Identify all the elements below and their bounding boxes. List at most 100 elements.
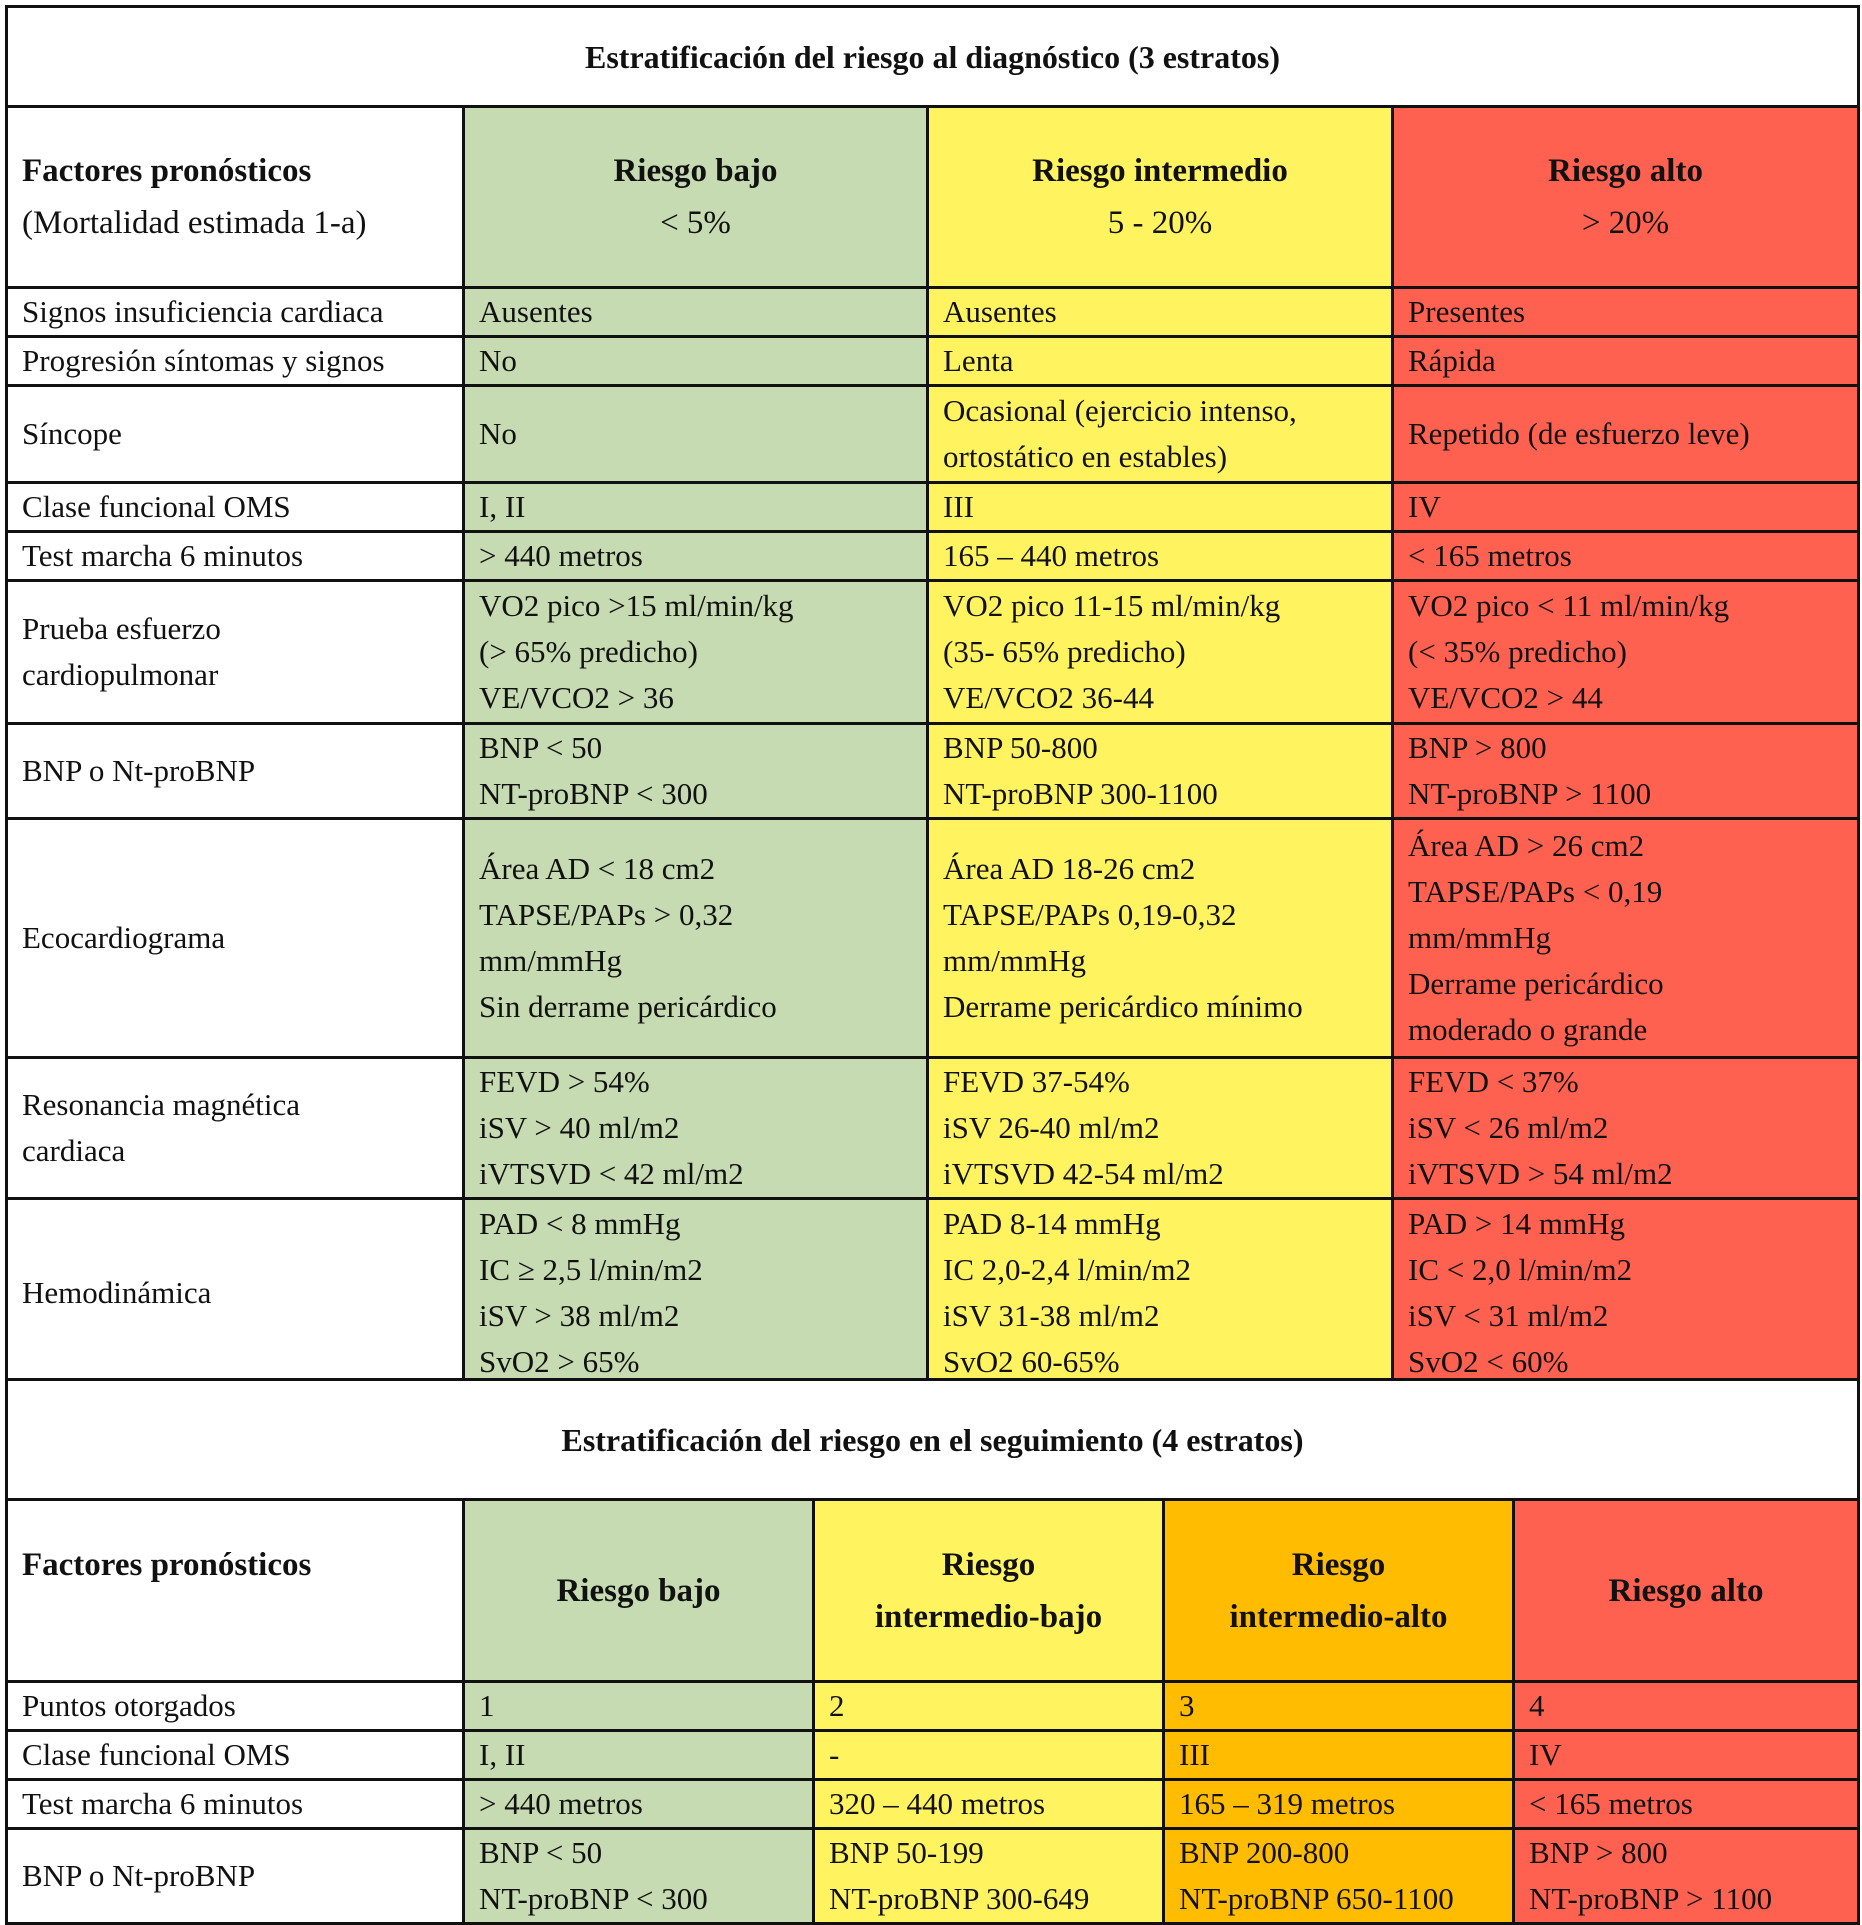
cell-value: VE/VCO2 > 36	[479, 680, 674, 715]
cell-value: 2	[829, 1688, 845, 1723]
cell-value: TAPSE/PAPs > 0,32	[479, 897, 734, 932]
header-low-risk-label: Riesgo bajo	[613, 153, 778, 189]
factor-cell: Clase funcional OMS	[5, 1729, 465, 1781]
cell-value: NT-proBNP > 1100	[1408, 776, 1652, 811]
table-row: BNP o Nt-proBNP BNP < 50 NT-proBNP < 300 BN…	[5, 1827, 1861, 1925]
cell-value: Área AD > 26 cm2	[1408, 828, 1645, 863]
cell-value: NT-proBNP 300-649	[829, 1881, 1090, 1916]
followup-header-intermediate-high-line2: intermedio-alto	[1229, 1598, 1448, 1635]
followup-header-intermediate-high-line1: Riesgo	[1291, 1546, 1386, 1583]
table-row: BNP o Nt-proBNP BNP < 50 NT-proBNP < 300 BN…	[5, 722, 1860, 820]
cell-value: 165 – 440 metros	[943, 538, 1160, 573]
cell-value: BNP 50-800	[943, 730, 1098, 765]
factor-cell: BNP o Nt-proBNP	[5, 722, 465, 820]
table-row: Test marcha 6 minutos > 440 metros 165 – 4…	[5, 530, 1860, 582]
cell-value: BNP 50-199	[829, 1835, 984, 1870]
high-risk-cell: 4	[1511, 1680, 1861, 1732]
cell-value: NT-proBNP > 1100	[1529, 1881, 1773, 1916]
intermediate-risk-cell: III	[926, 481, 1394, 533]
factor-label: BNP o Nt-proBNP	[22, 753, 256, 788]
cell-value: iSV < 31 ml/m2	[1408, 1298, 1609, 1333]
factor-cell: Clase funcional OMS	[5, 481, 465, 533]
intermediate-risk-cell: Área AD 18-26 cm2 TAPSE/PAPs 0,19-0,32 mm/…	[926, 817, 1394, 1059]
high-risk-cell: VO2 pico < 11 ml/min/kg (< 35% predicho) V…	[1391, 579, 1860, 725]
header-intermediate-risk: Riesgo intermedio 5 - 20%	[926, 105, 1394, 289]
cell-value: iSV 26-40 ml/m2	[943, 1110, 1160, 1145]
factor-label: Progresión síntomas y signos	[22, 343, 385, 378]
low-risk-cell: BNP < 50 NT-proBNP < 300	[462, 1827, 815, 1925]
high-risk-cell: Repetido (de esfuerzo leve)	[1391, 384, 1860, 484]
high-risk-cell: FEVD < 37% iSV < 26 ml/m2 iVTSVD > 54 ml/m…	[1391, 1056, 1860, 1200]
cell-value: FEVD < 37%	[1408, 1064, 1579, 1099]
cell-value: Ausentes	[943, 294, 1057, 329]
intermediate-low-risk-cell: 320 – 440 metros	[812, 1778, 1165, 1830]
cell-value: iVTSVD 42-54 ml/m2	[943, 1156, 1224, 1191]
followup-title-row: Estratificación del riesgo en el seguimi…	[4, 1378, 1861, 1501]
factor-label: cardiopulmonar	[22, 657, 219, 692]
cell-value: PAD 8-14 mmHg	[943, 1206, 1161, 1241]
low-risk-cell: PAD < 8 mmHg IC ≥ 2,5 l/min/m2 iSV > 38 ml…	[462, 1197, 929, 1389]
cell-value: PAD > 14 mmHg	[1408, 1206, 1626, 1241]
header-intermediate-risk-label: Riesgo intermedio	[1032, 153, 1288, 189]
header-low-risk-value: < 5%	[660, 205, 731, 241]
factor-cell: Progresión síntomas y signos	[5, 335, 465, 387]
intermediate-low-risk-cell: -	[812, 1729, 1165, 1781]
low-risk-cell: Área AD < 18 cm2 TAPSE/PAPs > 0,32 mm/mmHg…	[462, 817, 929, 1059]
cell-value: III	[1179, 1737, 1210, 1772]
table-row: Hemodinámica PAD < 8 mmHg IC ≥ 2,5 l/min/m…	[5, 1197, 1860, 1389]
cell-value: Rápida	[1408, 343, 1496, 378]
cell-value: BNP > 800	[1408, 730, 1547, 765]
factor-header-subtitle: (Mortalidad estimada 1-a)	[22, 205, 367, 241]
high-risk-cell: Rápida	[1391, 335, 1860, 387]
cell-value: Derrame pericárdico	[1408, 966, 1664, 1001]
cell-value: iSV > 40 ml/m2	[479, 1110, 680, 1145]
low-risk-cell: BNP < 50 NT-proBNP < 300	[462, 722, 929, 820]
cell-value: moderado o grande	[1408, 1012, 1648, 1047]
cell-value: Área AD < 18 cm2	[479, 851, 716, 886]
cell-value: TAPSE/PAPs 0,19-0,32	[943, 897, 1237, 932]
cell-value: < 165 metros	[1529, 1786, 1693, 1821]
cell-value: iVTSVD > 54 ml/m2	[1408, 1156, 1673, 1191]
cell-value: SvO2 60-65%	[943, 1344, 1120, 1379]
cell-value: FEVD > 54%	[479, 1064, 650, 1099]
factor-cell: BNP o Nt-proBNP	[5, 1827, 465, 1925]
followup-rows: Puntos otorgados 1 2 3 4 Clase funcional OMS I…	[5, 1680, 1861, 1925]
cell-value: I, II	[479, 489, 526, 524]
intermediate-risk-cell: Lenta	[926, 335, 1394, 387]
followup-header-high-label: Riesgo alto	[1608, 1572, 1764, 1609]
cell-value: BNP 200-800	[1179, 1835, 1350, 1870]
low-risk-cell: > 440 metros	[462, 530, 929, 582]
cell-value: BNP < 50	[479, 730, 603, 765]
followup-risk-table: Estratificación del riesgo en el seguimi…	[4, 1378, 1861, 1925]
cell-value: PAD < 8 mmHg	[479, 1206, 681, 1241]
cell-value: TAPSE/PAPs < 0,19	[1408, 874, 1663, 909]
table-row: Puntos otorgados 1 2 3 4	[5, 1680, 1861, 1732]
cell-value: (< 35% predicho)	[1408, 634, 1627, 669]
cell-value: ortostático en estables)	[943, 439, 1228, 474]
cell-value: > 440 metros	[479, 1786, 643, 1821]
cell-value: IC ≥ 2,5 l/min/m2	[479, 1252, 703, 1287]
intermediate-high-risk-cell: 3	[1162, 1680, 1515, 1732]
low-risk-cell: No	[462, 384, 929, 484]
factor-label: BNP o Nt-proBNP	[22, 1858, 256, 1893]
cell-value: Ocasional (ejercicio intenso,	[943, 393, 1297, 428]
cell-value: NT-proBNP 300-1100	[943, 776, 1218, 811]
intermediate-high-risk-cell: III	[1162, 1729, 1515, 1781]
table-row: Test marcha 6 minutos > 440 metros 320 – 4…	[5, 1778, 1861, 1830]
cell-value: I, II	[479, 1737, 526, 1772]
cell-value: (> 65% predicho)	[479, 634, 698, 669]
followup-header-low-label: Riesgo bajo	[556, 1572, 721, 1609]
cell-value: BNP < 50	[479, 1835, 603, 1870]
cell-value: NT-proBNP < 300	[479, 776, 708, 811]
cell-value: Área AD 18-26 cm2	[943, 851, 1196, 886]
followup-table-title: Estratificación del riesgo en el seguimi…	[4, 1378, 1861, 1501]
intermediate-risk-cell: FEVD 37-54% iSV 26-40 ml/m2 iVTSVD 42-54 m…	[926, 1056, 1394, 1200]
cell-value: 1	[479, 1688, 495, 1723]
header-high-risk-label: Riesgo alto	[1548, 153, 1703, 189]
cell-value: VO2 pico 11-15 ml/min/kg	[943, 588, 1281, 623]
table-row: Progresión síntomas y signos No Lenta Rápid…	[5, 335, 1860, 387]
intermediate-risk-cell: VO2 pico 11-15 ml/min/kg (35- 65% predich…	[926, 579, 1394, 725]
followup-header-high: Riesgo alto	[1511, 1498, 1861, 1683]
followup-header-low: Riesgo bajo	[462, 1498, 815, 1683]
factor-label: cardiaca	[22, 1133, 126, 1168]
